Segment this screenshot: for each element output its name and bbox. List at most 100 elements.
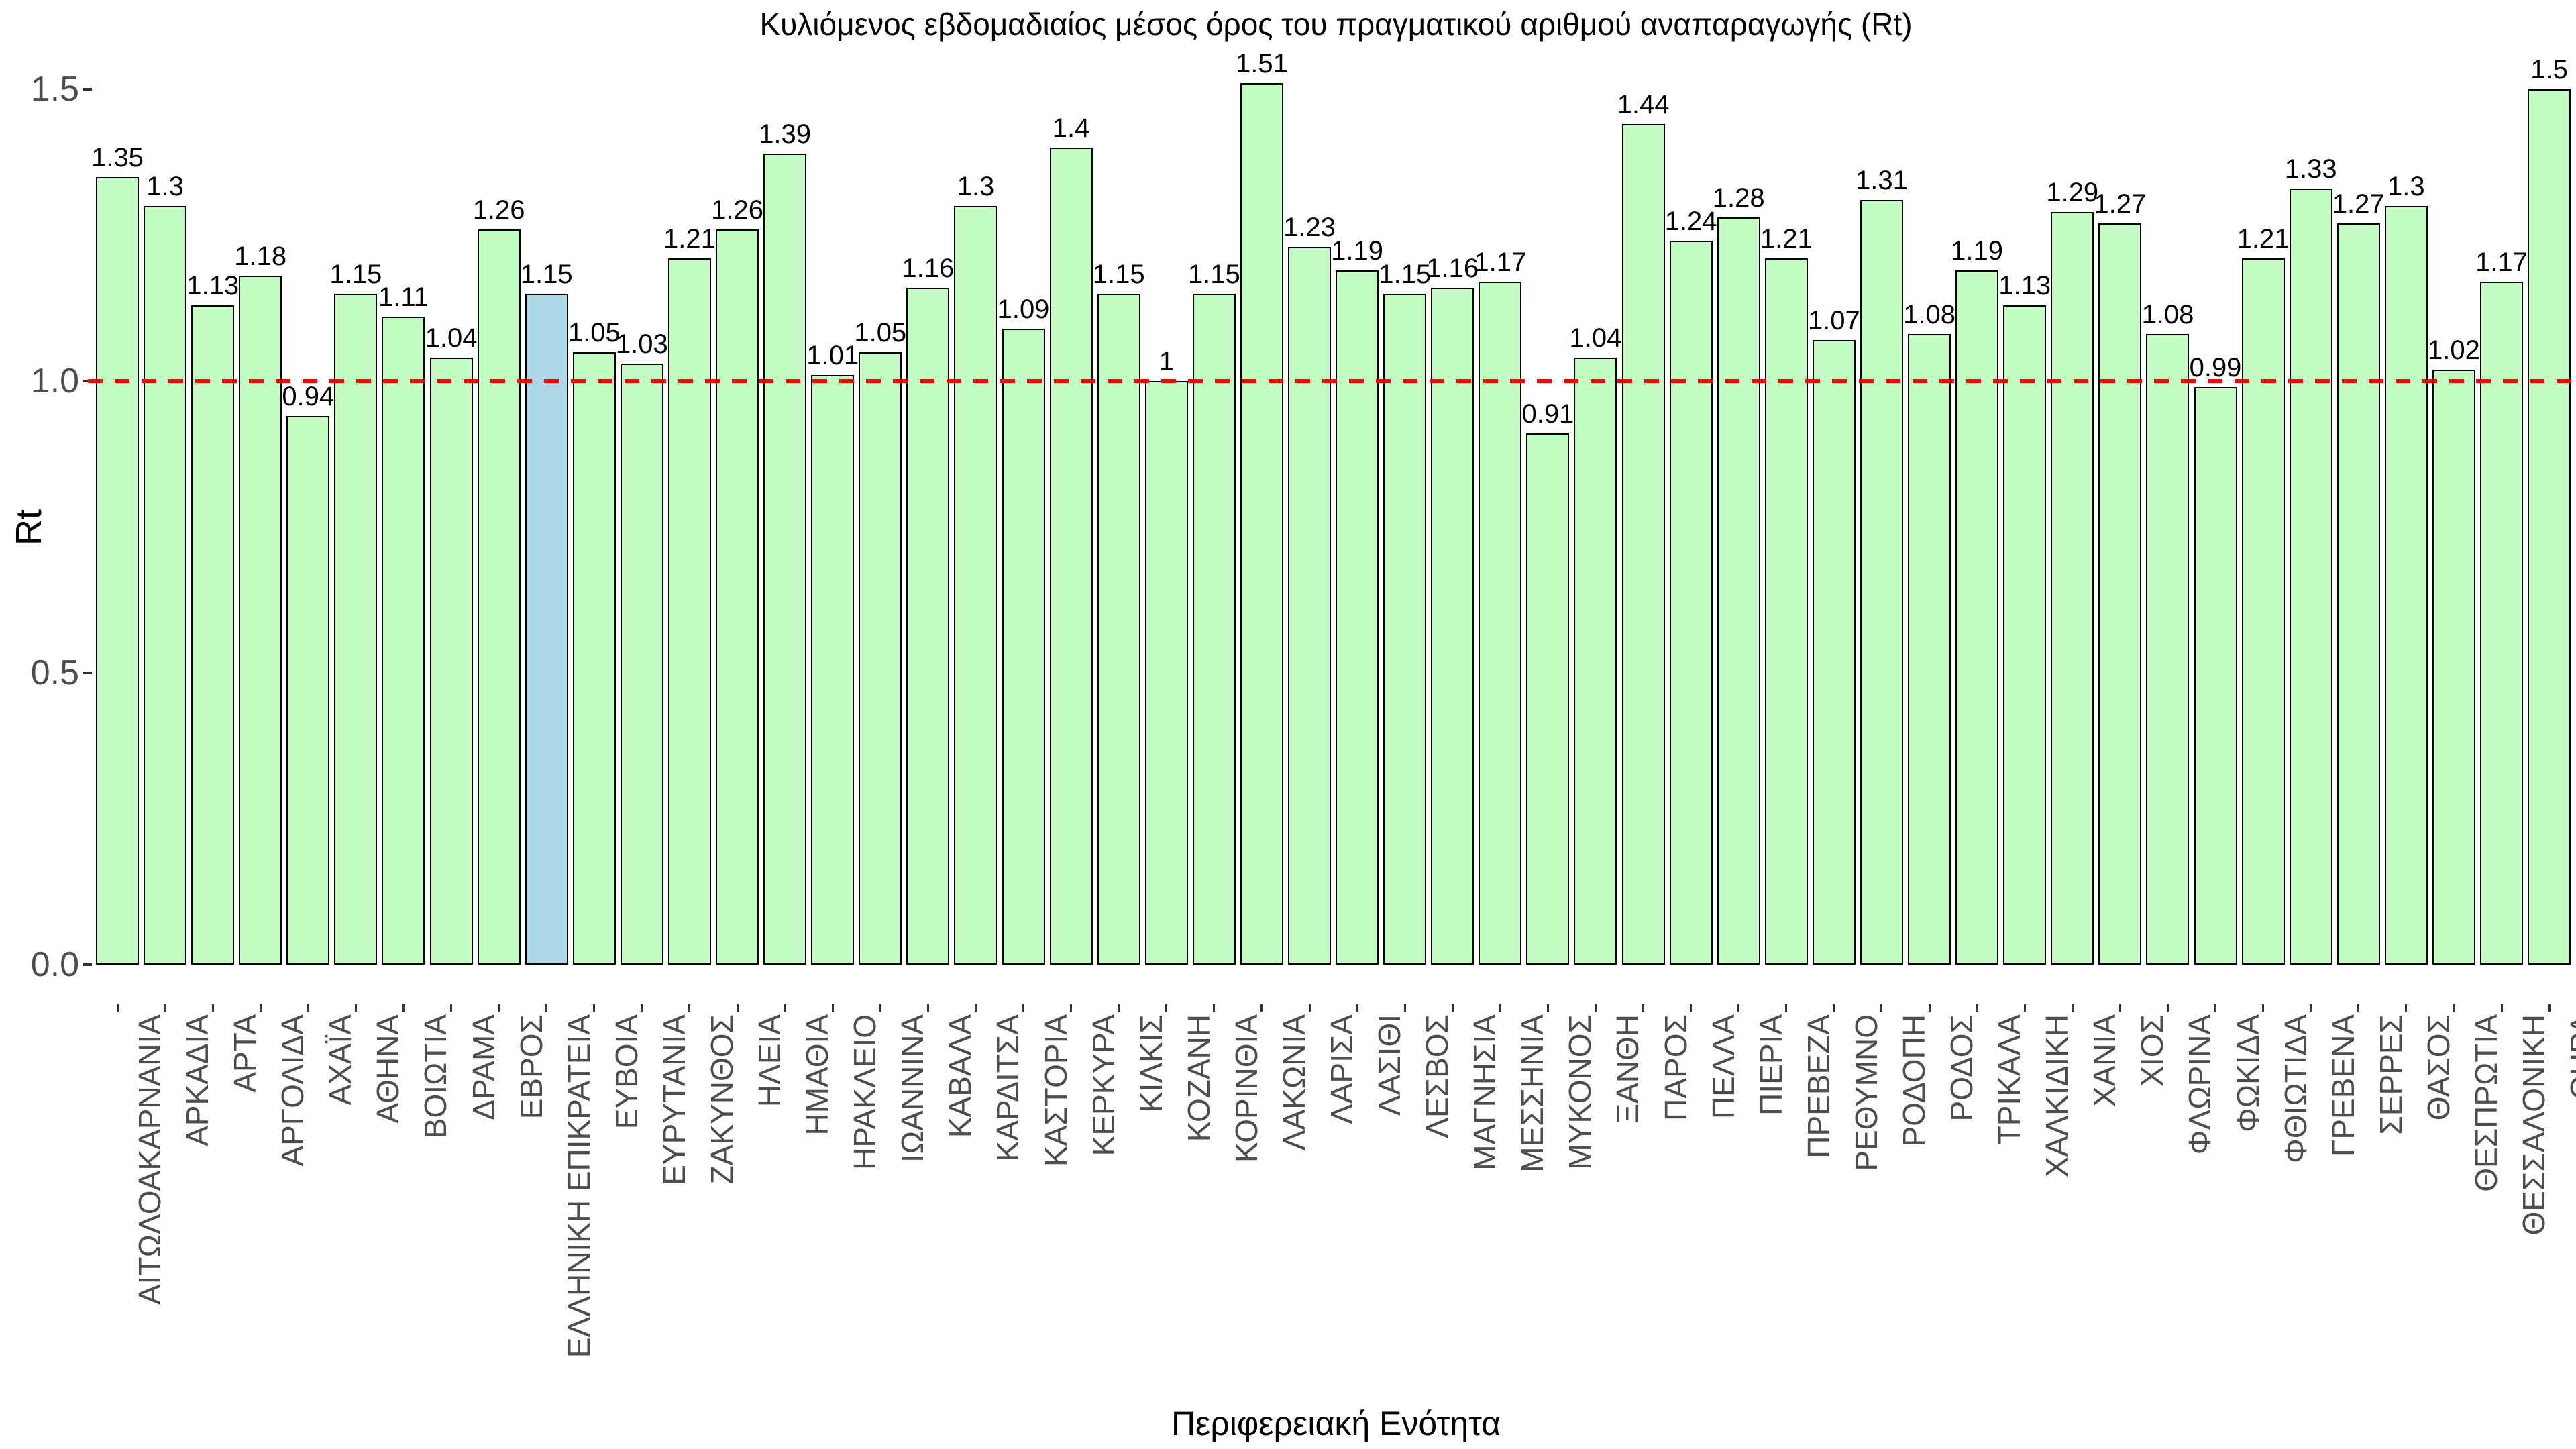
x-axis-tick	[307, 1004, 309, 1012]
x-axis-tick	[2166, 1004, 2169, 1012]
bar-value-label: 1.15	[329, 259, 382, 289]
x-axis-tick	[784, 1004, 786, 1012]
bar	[1049, 148, 1093, 965]
bar-value-label: 1.01	[806, 341, 859, 371]
bar-value-label: 0.91	[1521, 399, 1574, 429]
y-axis-tick-label: 1.0	[30, 362, 79, 400]
bar-value-label: 1.07	[1807, 306, 1860, 336]
x-axis-tick	[2214, 1004, 2217, 1012]
bar-value-label: 0.94	[282, 382, 335, 412]
bar	[1431, 287, 1474, 965]
bar	[667, 258, 711, 965]
x-axis-category-label: ΗΡΑΚΛΕΙΟ	[847, 1014, 883, 1170]
bar	[954, 206, 998, 965]
bar-value-label: 1.21	[663, 224, 716, 254]
bar-value-label: 1.44	[1617, 90, 1670, 120]
reference-line	[88, 379, 2576, 383]
x-axis-category-label: ΚΕΡΚΥΡΑ	[1085, 1014, 1121, 1157]
bar	[1526, 433, 1570, 965]
x-axis-category-label: ΑΧΑΪΑ	[323, 1014, 358, 1106]
bar-value-label: 1.23	[1283, 212, 1336, 242]
bar	[1002, 328, 1045, 965]
x-axis-category-label: ΗΛΕΙΑ	[752, 1014, 788, 1108]
x-axis-category-label: ΛΕΣΒΟΣ	[1419, 1014, 1455, 1138]
x-axis-category-label: ΗΜΑΘΙΑ	[800, 1014, 835, 1136]
bar-value-label: 1.15	[520, 259, 573, 289]
x-axis-category-label: ΜΕΣΣΗΝΙΑ	[1515, 1014, 1550, 1173]
x-axis-tick	[1356, 1004, 1358, 1012]
x-axis-category-label: ΧΙΟΣ	[2135, 1014, 2170, 1087]
bar	[572, 352, 616, 965]
x-axis-category-label: ΘΑΣΟΣ	[2420, 1014, 2456, 1121]
bar-value-label: 1.13	[1998, 270, 2051, 301]
x-axis-category-label: ΚΑΡΔΙΤΣΑ	[990, 1014, 1026, 1162]
x-axis-category-label: ΑΡΓΟΛΙΔΑ	[275, 1014, 311, 1167]
bar-value-label: 1.39	[759, 119, 812, 149]
bar-value-label: 1.18	[234, 241, 287, 272]
x-axis-tick	[1833, 1004, 1835, 1012]
bar	[1764, 258, 1808, 965]
x-axis-category-label: ΠΕΛΛΑ	[1705, 1014, 1741, 1120]
x-axis-category-label: ΠΙΕΡΙΑ	[1753, 1014, 1788, 1116]
x-axis-category-label: ΚΟΖΑΝΗ	[1181, 1014, 1216, 1142]
bar	[1288, 246, 1331, 965]
bar-value-label: 1.26	[711, 195, 763, 225]
x-axis-category-label: ΦΘΙΩΤΙΔΑ	[2277, 1014, 2313, 1163]
bar	[1717, 217, 1760, 965]
x-axis-tick	[593, 1004, 596, 1012]
x-axis-category-label: ΣΕΡΡΕΣ	[2373, 1014, 2408, 1135]
bar	[1955, 270, 1999, 965]
x-axis-tick	[926, 1004, 929, 1012]
x-axis-tick	[1737, 1004, 1740, 1012]
x-axis-category-label: ΔΡΑΜΑ	[466, 1014, 501, 1120]
x-axis-tick	[2023, 1004, 2026, 1012]
bar-value-label: 1.27	[2094, 189, 2147, 219]
bar-value-label: 1.04	[1569, 323, 1622, 354]
x-axis-tick	[688, 1004, 691, 1012]
bar-value-label: 1.16	[1426, 253, 1479, 283]
x-axis-category-label: ΚΑΣΤΟΡΙΑ	[1038, 1014, 1073, 1167]
bar-highlighted	[525, 293, 568, 965]
bar	[859, 352, 902, 965]
x-axis-category-label: ΜΑΓΝΗΣΙΑ	[1467, 1014, 1503, 1171]
x-axis-tick	[2310, 1004, 2312, 1012]
x-axis-tick	[974, 1004, 977, 1012]
bar	[1669, 241, 1713, 965]
bar-value-label: 1.16	[902, 253, 955, 283]
bar	[1908, 334, 1951, 965]
bar-value-label: 1.3	[146, 172, 184, 201]
bar	[2384, 206, 2428, 965]
x-axis-tick	[1403, 1004, 1406, 1012]
bar-value-label: 1.05	[854, 317, 907, 347]
bar-value-label: 1.04	[425, 323, 478, 354]
x-axis-category-label: ΜΥΚΟΝΟΣ	[1562, 1014, 1598, 1170]
bar	[2194, 386, 2237, 965]
bar	[2528, 89, 2571, 965]
x-axis-category-label: ΕΥΒΟΙΑ	[608, 1014, 644, 1130]
bar-value-label: 1.15	[1187, 259, 1240, 289]
x-axis-tick	[879, 1004, 881, 1012]
x-axis-tick	[211, 1004, 214, 1012]
x-axis-category-label: ΡΟΔΟΣ	[1944, 1014, 1980, 1122]
bar	[382, 317, 425, 965]
x-axis-tick	[450, 1004, 453, 1012]
bar	[2098, 223, 2142, 965]
y-axis-tick-label: 0.0	[30, 945, 79, 984]
x-axis-tick	[1785, 1004, 1788, 1012]
bar	[144, 206, 187, 965]
bar-value-label: 1.15	[1092, 259, 1145, 289]
x-axis-category-label: ΧΑΛΚΙΔΙΚΗ	[2039, 1014, 2075, 1177]
x-axis-category-label: ΑΡΤΑ	[227, 1014, 263, 1093]
x-axis-tick	[1213, 1004, 1216, 1012]
x-axis-tick	[2071, 1004, 2074, 1012]
x-axis-tick	[498, 1004, 500, 1012]
x-axis-tick	[2453, 1004, 2455, 1012]
x-axis-category-label: ΑΘΗΝΑ	[370, 1014, 406, 1124]
bar	[2051, 211, 2094, 965]
x-axis-tick	[1976, 1004, 1978, 1012]
x-axis-category-label: ΛΑΡΙΣΑ	[1324, 1014, 1359, 1124]
x-axis-category-label: ΤΡΙΚΑΛΑ	[1992, 1014, 2027, 1145]
x-axis-tick	[116, 1004, 119, 1012]
x-axis-category-label: ΡΟΔΟΠΗ	[1896, 1014, 1931, 1147]
